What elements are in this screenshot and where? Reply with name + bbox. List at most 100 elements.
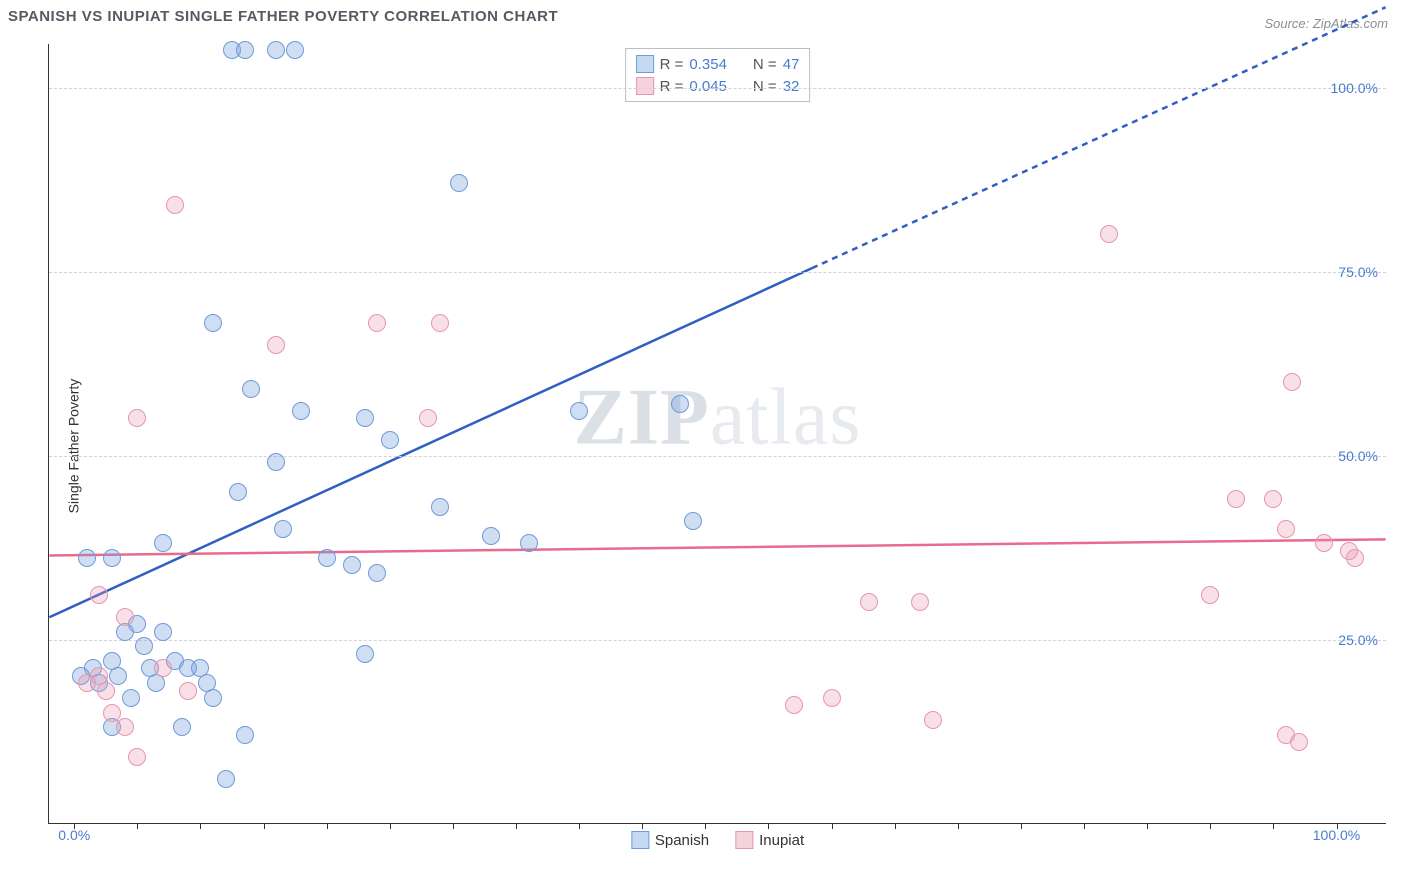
scatter-point xyxy=(482,527,500,545)
scatter-point xyxy=(97,682,115,700)
x-tick-mark xyxy=(895,823,896,829)
gridline xyxy=(49,456,1386,457)
scatter-point xyxy=(684,512,702,530)
series-legend-label: Spanish xyxy=(655,832,709,849)
scatter-point xyxy=(419,409,437,427)
series-legend-label: Inupiat xyxy=(759,832,804,849)
scatter-point xyxy=(128,748,146,766)
scatter-point xyxy=(1264,490,1282,508)
scatter-point xyxy=(1315,534,1333,552)
x-tick-mark xyxy=(1021,823,1022,829)
scatter-point xyxy=(274,520,292,538)
x-tick-mark xyxy=(768,823,769,829)
y-tick-label: 50.0% xyxy=(1338,448,1378,464)
scatter-point xyxy=(267,336,285,354)
series-legend: Spanish Inupiat xyxy=(631,831,804,849)
scatter-point xyxy=(343,556,361,574)
x-tick-label: 100.0% xyxy=(1313,827,1360,843)
scatter-point xyxy=(318,549,336,567)
scatter-point xyxy=(103,704,121,722)
scatter-point xyxy=(128,409,146,427)
scatter-point xyxy=(368,314,386,332)
x-tick-mark xyxy=(1084,823,1085,829)
x-tick-mark xyxy=(200,823,201,829)
scatter-point xyxy=(785,696,803,714)
scatter-point xyxy=(217,770,235,788)
scatter-point xyxy=(1290,733,1308,751)
scatter-point xyxy=(570,402,588,420)
scatter-point xyxy=(292,402,310,420)
scatter-point xyxy=(109,667,127,685)
scatter-point xyxy=(1100,225,1118,243)
scatter-point xyxy=(242,380,260,398)
scatter-point xyxy=(166,196,184,214)
scatter-point xyxy=(267,453,285,471)
y-tick-label: 100.0% xyxy=(1331,80,1378,96)
source-attribution: Source: ZipAtlas.com xyxy=(1264,16,1388,31)
series-legend-item: Inupiat xyxy=(735,831,804,849)
scatter-point xyxy=(1227,490,1245,508)
scatter-point xyxy=(1346,549,1364,567)
legend-swatch xyxy=(631,831,649,849)
gridline xyxy=(49,272,1386,273)
scatter-point xyxy=(924,711,942,729)
gridline xyxy=(49,640,1386,641)
scatter-point xyxy=(911,593,929,611)
scatter-point xyxy=(236,726,254,744)
scatter-point xyxy=(116,718,134,736)
scatter-plot-area: ZIPatlas R = 0.354 N = 47 R = 0.045 N = … xyxy=(48,44,1386,824)
x-tick-mark xyxy=(958,823,959,829)
legend-swatch xyxy=(636,55,654,73)
scatter-point xyxy=(204,314,222,332)
y-tick-label: 75.0% xyxy=(1338,264,1378,280)
x-tick-mark xyxy=(832,823,833,829)
scatter-point xyxy=(267,41,285,59)
scatter-point xyxy=(116,608,134,626)
scatter-point xyxy=(236,41,254,59)
scatter-point xyxy=(179,682,197,700)
x-tick-mark xyxy=(579,823,580,829)
scatter-point xyxy=(122,689,140,707)
scatter-point xyxy=(450,174,468,192)
scatter-point xyxy=(204,689,222,707)
scatter-point xyxy=(103,549,121,567)
scatter-point xyxy=(229,483,247,501)
correlation-legend: R = 0.354 N = 47 R = 0.045 N = 32 xyxy=(625,48,811,102)
scatter-point xyxy=(431,314,449,332)
scatter-point xyxy=(135,637,153,655)
legend-swatch xyxy=(636,77,654,95)
x-tick-mark xyxy=(705,823,706,829)
x-tick-mark xyxy=(453,823,454,829)
scatter-point xyxy=(154,534,172,552)
scatter-point xyxy=(356,409,374,427)
scatter-point xyxy=(431,498,449,516)
x-tick-mark xyxy=(137,823,138,829)
scatter-point xyxy=(368,564,386,582)
x-tick-mark xyxy=(1210,823,1211,829)
scatter-point xyxy=(671,395,689,413)
scatter-point xyxy=(286,41,304,59)
x-tick-mark xyxy=(516,823,517,829)
scatter-point xyxy=(90,586,108,604)
x-tick-mark xyxy=(642,823,643,829)
y-tick-label: 25.0% xyxy=(1338,632,1378,648)
x-tick-mark xyxy=(327,823,328,829)
scatter-point xyxy=(823,689,841,707)
x-tick-mark xyxy=(1273,823,1274,829)
scatter-point xyxy=(154,659,172,677)
watermark: ZIPatlas xyxy=(574,372,862,463)
x-tick-mark xyxy=(1147,823,1148,829)
scatter-point xyxy=(1277,520,1295,538)
chart-title: SPANISH VS INUPIAT SINGLE FATHER POVERTY… xyxy=(8,8,558,25)
gridline xyxy=(49,88,1386,89)
series-legend-item: Spanish xyxy=(631,831,709,849)
scatter-point xyxy=(1201,586,1219,604)
x-tick-label: 0.0% xyxy=(58,827,90,843)
legend-row: R = 0.354 N = 47 xyxy=(636,53,800,75)
scatter-point xyxy=(520,534,538,552)
scatter-point xyxy=(154,623,172,641)
legend-swatch xyxy=(735,831,753,849)
scatter-point xyxy=(1283,373,1301,391)
scatter-point xyxy=(356,645,374,663)
scatter-point xyxy=(860,593,878,611)
